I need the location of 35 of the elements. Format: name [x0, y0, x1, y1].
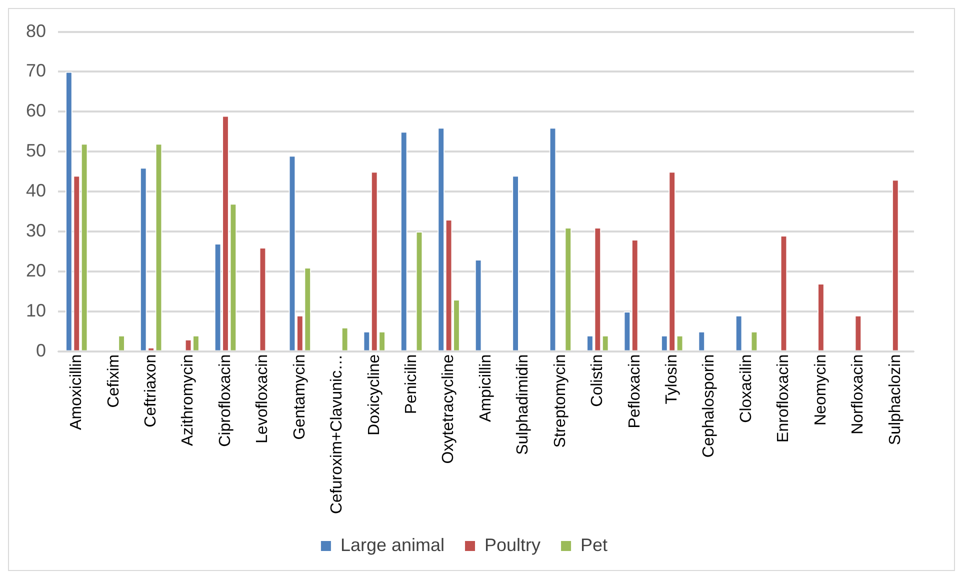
x-tick-label: Ampicillin	[477, 354, 494, 422]
x-tick-label: Doxicycline	[366, 354, 383, 436]
legend-label: Poultry	[484, 534, 541, 555]
y-tick-label: 30	[26, 220, 46, 241]
x-tick-label: Levofloxacin	[254, 354, 272, 444]
x-tick-label: Penicilin	[402, 354, 420, 414]
y-tick-label: 80	[26, 20, 46, 41]
y-tick-label: 20	[26, 260, 46, 280]
y-tick-label: 50	[26, 140, 46, 161]
x-tick-label: Oxytetracycline	[440, 354, 458, 464]
legend-label: Large animal	[340, 534, 445, 555]
x-tick-label: Sulphaclozin	[886, 354, 904, 446]
x-tick-label: Colistin	[589, 354, 606, 407]
x-tick-label: Ceftriaxon	[142, 354, 160, 428]
y-tick-label: 10	[26, 300, 46, 320]
y-tick-label: 70	[26, 60, 46, 81]
x-tick-label: Cefuroxim+Clavunic…	[328, 354, 346, 514]
x-tick-label: Ciprofloxacin	[216, 354, 234, 447]
x-tick-label: Sulphadimidin	[514, 354, 532, 455]
x-tick-label: Azithromycin	[180, 354, 197, 446]
x-tick-label: Cefixim	[105, 354, 122, 408]
y-tick-label: 60	[26, 100, 46, 121]
x-tick-label: Cephalosporin	[700, 354, 718, 458]
y-tick-label: 0	[36, 340, 46, 360]
x-tick-label: Cloxacilin	[738, 354, 755, 423]
y-tick-label: 40	[26, 180, 46, 201]
x-tick-label: Norfloxacin	[850, 354, 867, 434]
legend-label: Pet	[580, 534, 608, 555]
x-tick-label: Neomycin	[812, 354, 830, 426]
x-tick-label: Gentamycin	[291, 354, 308, 440]
x-tick-label: Pefloxacin	[626, 354, 644, 428]
x-tick-label: Streptomycin	[552, 354, 569, 448]
x-tick-label: Amoxicillin	[68, 354, 86, 430]
x-tick-label: Tylosin	[664, 354, 680, 404]
x-tick-label: Enrofloxacin	[775, 354, 792, 442]
